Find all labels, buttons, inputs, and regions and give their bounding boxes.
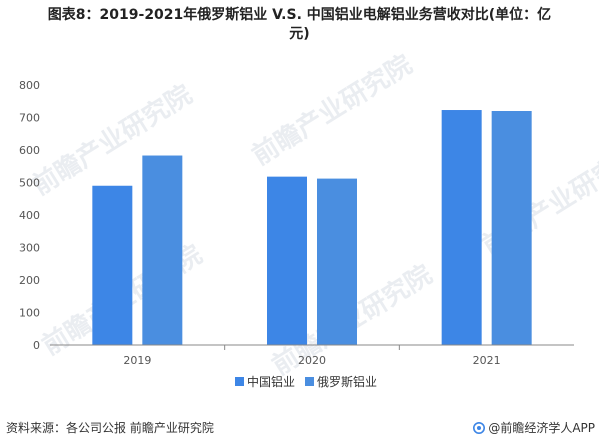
chart-title-line1: 图表8：2019-2021年俄罗斯铝业 V.S. 中国铝业电解铝业务营收对比(单… [47, 7, 552, 23]
legend-swatch-2 [305, 377, 314, 386]
y-tick-label: 800 [19, 79, 40, 92]
chart-title-line2: 元) [289, 26, 310, 42]
y-tick-label: 200 [19, 274, 40, 287]
brand-text: @前瞻经济学人APP [488, 421, 595, 435]
bar-2021-series-2 [491, 111, 532, 345]
legend-swatch-1 [235, 377, 244, 386]
y-tick-label: 400 [19, 209, 40, 222]
bar-2019-series-1 [92, 185, 133, 345]
legend-label-1: 中国铝业 [247, 374, 295, 389]
y-tick-label: 600 [19, 144, 40, 157]
x-axis: 2019 2020 2021 [50, 344, 574, 367]
bar-2020-series-2 [317, 178, 357, 345]
x-tick-label: 2020 [298, 354, 326, 367]
bar-2020-series-1 [267, 176, 307, 345]
legend: 中国铝业 俄罗斯铝业 [235, 374, 377, 389]
bar-2021-series-1 [441, 110, 482, 346]
y-tick-label: 100 [19, 307, 40, 320]
y-axis: 0 100 200 300 400 500 600 700 800 [19, 79, 40, 352]
source-text: 资料来源：各公司公报 前瞻产业研究院 [6, 421, 214, 435]
legend-label-2: 俄罗斯铝业 [317, 374, 377, 389]
brand-logo-icon [473, 421, 486, 434]
bar-2019-series-2 [142, 155, 183, 345]
chart-title: 图表8：2019-2021年俄罗斯铝业 V.S. 中国铝业电解铝业务营收对比(单… [0, 6, 599, 44]
brand: @前瞻经济学人APP [473, 419, 595, 436]
footer: 资料来源：各公司公报 前瞻产业研究院 @前瞻经济学人APP [0, 417, 599, 437]
y-tick-label: 0 [33, 339, 40, 352]
y-tick-label: 300 [19, 242, 40, 255]
bars [92, 110, 532, 346]
y-tick-label: 500 [19, 177, 40, 190]
x-tick-label: 2019 [123, 354, 151, 367]
y-tick-label: 700 [19, 112, 40, 125]
x-tick-label: 2021 [473, 354, 501, 367]
